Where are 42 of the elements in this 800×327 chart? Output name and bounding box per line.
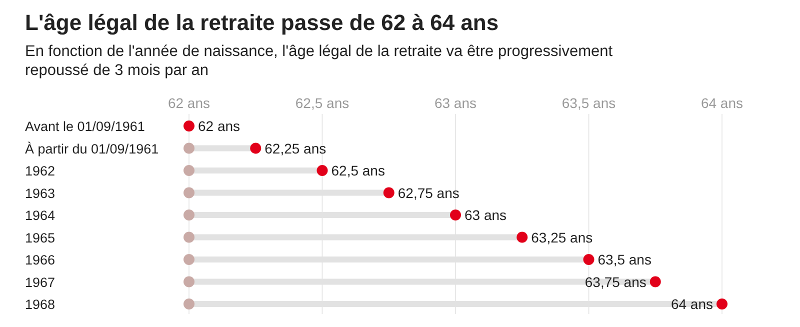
y-tick-label: 1964 [25,208,56,223]
point [450,210,461,220]
point [650,276,661,288]
x-tick-label: 62 ans [168,95,210,111]
point [184,276,194,288]
point [383,187,394,198]
point [184,142,194,154]
point [250,142,262,154]
point [184,232,194,243]
data-label: 62,25 ans [264,140,326,156]
point [316,165,328,176]
data-label: 63,75 ans [584,274,646,290]
point [583,254,594,265]
point [184,210,194,220]
point [716,298,728,310]
data-label: 63,5 ans [598,252,652,268]
point [184,254,194,265]
chart-subtitle: En fonction de l'année de naissance, l'âge légal de la retraite va être progressivement repoussé de 3 mois par an [25,43,614,79]
point [184,187,194,198]
y-tick-label: À partir du 01/09/1961 [25,141,159,156]
x-tick-label: 63,5 ans [562,95,616,111]
point [516,232,528,243]
data-label: 64 ans [670,296,713,312]
y-tick-label: 1962 [25,164,56,178]
data-label: 62,5 ans [331,162,385,178]
y-tick-label: 1965 [25,230,56,246]
x-tick-label: 62,5 ans [295,95,350,111]
x-tick-label: 63 ans [434,95,477,111]
chart-title: L'âge légal de la retraite passe de 62 à 64 ans [25,10,499,35]
y-tick-label: 1967 [25,274,56,290]
data-label: 62 ans [198,118,240,134]
point [184,298,194,310]
y-tick-label: 1966 [25,252,56,268]
point [184,165,194,176]
data-label: 63,25 ans [531,229,593,246]
data-label: 62,75 ans [398,184,460,201]
x-tick-label: 64 ans [700,95,744,111]
point [184,120,194,132]
data-label: 63 ans [464,207,507,223]
y-tick-label: 1968 [25,297,56,312]
y-tick-label: Avant le 01/09/1961 [25,119,145,134]
y-tick-label: 1963 [25,186,56,201]
